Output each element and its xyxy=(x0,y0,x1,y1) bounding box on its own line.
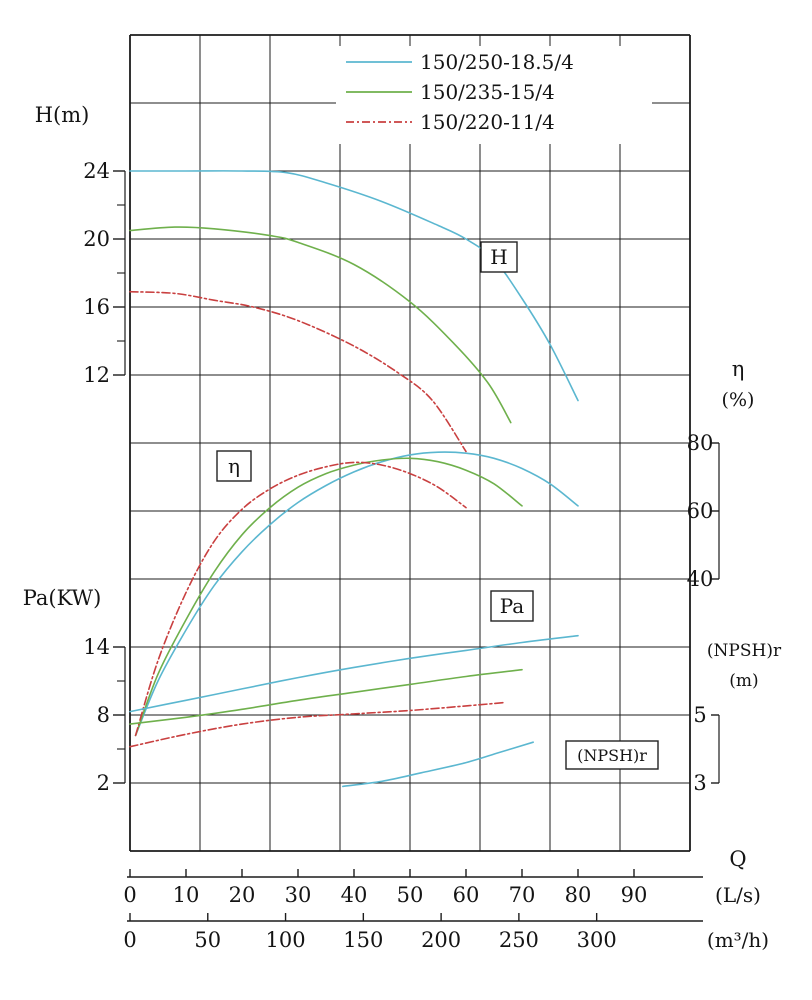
q2-axis-unit: (m³/h) xyxy=(707,928,769,952)
h-axis-tick-label: 24 xyxy=(83,159,110,183)
curve-label-box-h: H xyxy=(480,241,518,273)
legend-label-3: 150/220-11/4 xyxy=(420,110,555,134)
curve-power-1 xyxy=(129,634,579,713)
curve-label-box-eta: η xyxy=(216,450,252,482)
h-axis-tick-label: 12 xyxy=(83,363,110,387)
npshr-axis-unit: (m) xyxy=(729,671,758,691)
x2-axis-tick-label: 150 xyxy=(343,928,383,952)
x2-axis-tick-label: 50 xyxy=(194,928,221,952)
x-axis-tick-label: 10 xyxy=(173,883,200,907)
curve-head-2 xyxy=(129,226,512,424)
curve-efficiency-1 xyxy=(134,451,579,737)
curve-npshr-1 xyxy=(342,741,534,788)
legend-label-1: 150/250-18.5/4 xyxy=(420,50,574,74)
curve-label-box-pa: Pa xyxy=(490,590,534,622)
pa-axis-tick-label: 14 xyxy=(83,635,110,659)
eta-axis-tick-label: 40 xyxy=(687,567,714,591)
npshr-axis-title: (NPSH)r xyxy=(707,641,782,661)
curve-head-1 xyxy=(129,170,579,402)
x2-axis-tick-label: 250 xyxy=(499,928,539,952)
curve-power-3 xyxy=(129,701,506,748)
x2-axis-tick-label: 200 xyxy=(421,928,461,952)
curve-head-3 xyxy=(129,290,467,453)
plot-curves xyxy=(129,170,579,788)
npshr-axis-tick-label: 3 xyxy=(693,771,706,795)
pa-axis-tick-label: 2 xyxy=(97,771,110,795)
eta-axis-title: η xyxy=(732,357,745,381)
q-axis-unit: (L/s) xyxy=(715,883,761,907)
curve-efficiency-3 xyxy=(134,461,467,737)
x-axis-tick-label: 30 xyxy=(285,883,312,907)
h-axis-tick-label: 20 xyxy=(83,227,110,251)
x-axis-tick-label: 20 xyxy=(229,883,256,907)
x-axis-tick-label: 80 xyxy=(565,883,592,907)
eta-axis-tick-label: 80 xyxy=(687,431,714,455)
eta-axis-unit: (%) xyxy=(722,389,755,411)
eta-axis-tick-label: 60 xyxy=(687,499,714,523)
x2-axis-tick-label: 300 xyxy=(577,928,617,952)
curve-label-h: H xyxy=(490,245,507,269)
x-axis-tick-label: 60 xyxy=(453,883,480,907)
x2-axis-tick-label: 100 xyxy=(266,928,306,952)
q-axis-title: Q xyxy=(729,847,746,871)
curve-efficiency-2 xyxy=(134,457,523,737)
x-axis-tick-label: 70 xyxy=(509,883,536,907)
legend-label-2: 150/235-15/4 xyxy=(420,80,555,104)
curve-label-box-npshr: (NPSH)r xyxy=(565,740,659,770)
h-axis-tick-label: 16 xyxy=(83,295,110,319)
legend: 150/250-18.5/4 150/235-15/4 150/220-11/4 xyxy=(336,46,652,144)
h-axis-title: H(m) xyxy=(35,103,90,127)
x-axis-tick-label: 90 xyxy=(621,883,648,907)
pa-axis-tick-label: 8 xyxy=(97,703,110,727)
pa-axis-title: Pa(KW) xyxy=(23,586,102,610)
x-axis-tick-label: 50 xyxy=(397,883,424,907)
curve-label-pa: Pa xyxy=(500,594,525,618)
x-axis-tick-label: 40 xyxy=(341,883,368,907)
curve-power-2 xyxy=(129,668,523,725)
curve-label-eta: η xyxy=(228,454,240,478)
x2-axis-tick-label: 0 xyxy=(123,928,136,952)
npshr-axis-tick-label: 5 xyxy=(693,703,706,727)
x-axis-tick-label: 0 xyxy=(123,883,136,907)
curve-label-npshr: (NPSH)r xyxy=(577,746,647,765)
